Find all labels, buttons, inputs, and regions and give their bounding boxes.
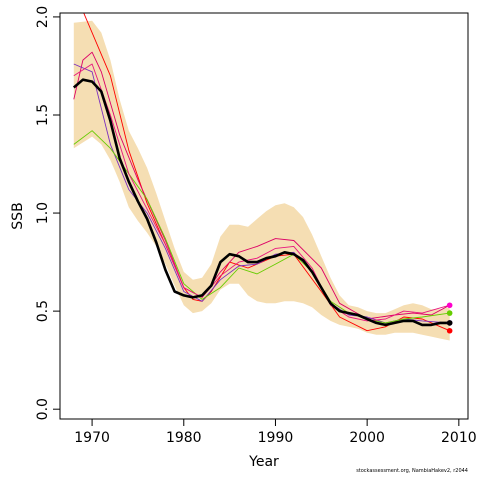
y-tick-label: 0.5: [35, 300, 51, 322]
plot-area: [72, 13, 450, 341]
endpoint-dot: [446, 320, 453, 326]
x-tick-label: 1980: [166, 430, 202, 446]
series-line-best-estimate: [72, 78, 450, 327]
confidence-band: [73, 20, 450, 341]
x-tick-label: 1990: [258, 430, 294, 446]
endpoint-dot: [446, 310, 453, 316]
y-axis: 0.0 0.5 1.0 1.5 2.0: [35, 6, 61, 420]
endpoint-dot: [446, 327, 453, 334]
y-tick-label: 2.0: [35, 6, 51, 28]
endpoint-dot: [446, 302, 453, 309]
x-tick-label: 2000: [349, 430, 385, 446]
series-line-2: [73, 51, 450, 320]
y-tick-label: 1.0: [35, 202, 51, 224]
x-tick-label: 2010: [441, 430, 477, 446]
series-line-4: [73, 130, 450, 324]
x-tick-label: 1970: [74, 430, 110, 446]
y-axis-label: SSB: [10, 202, 26, 229]
footnote: stockassessment.org, NambiaHakev2, r2044: [356, 468, 468, 474]
series-line-5: [73, 63, 450, 322]
x-axis: 1970 1980 1990 2000 2010: [74, 418, 477, 446]
y-tick-label: 1.5: [35, 104, 51, 126]
x-axis-label: Year: [248, 454, 279, 470]
y-tick-label: 0.0: [35, 398, 51, 420]
